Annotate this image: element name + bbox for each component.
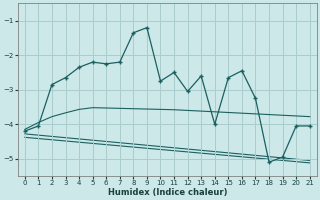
X-axis label: Humidex (Indice chaleur): Humidex (Indice chaleur) [108,188,227,197]
